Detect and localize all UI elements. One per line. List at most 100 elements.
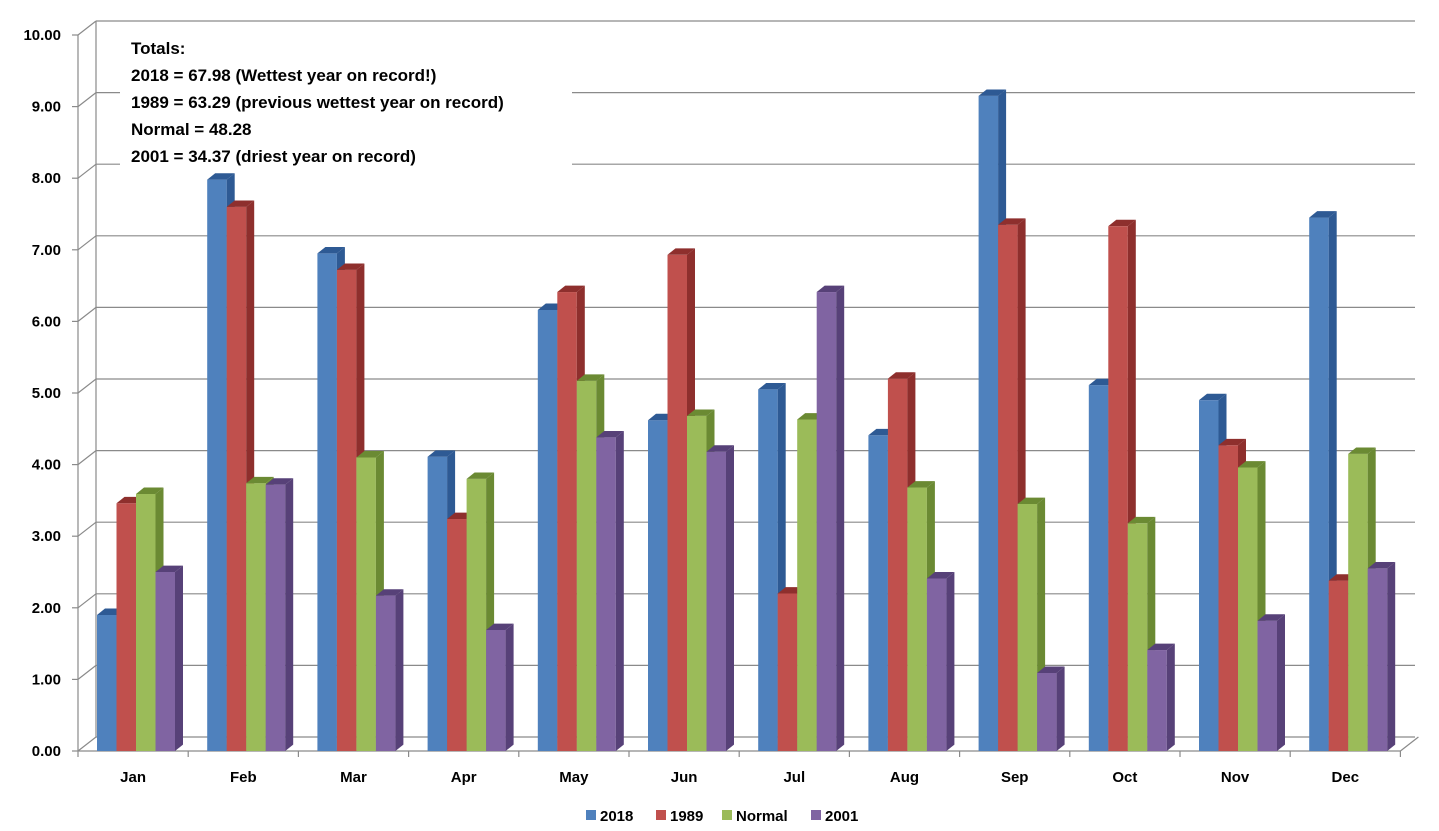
bar-top	[336, 263, 365, 270]
bar-top	[706, 445, 734, 452]
bar-top	[998, 218, 1026, 225]
bar-side	[1056, 666, 1065, 751]
bar-front	[777, 593, 798, 751]
legend-swatch-2001	[811, 810, 821, 820]
bar-top	[926, 572, 955, 579]
bar-side	[946, 572, 955, 751]
x-category-label: Jan	[120, 769, 146, 786]
legend-swatch-2018	[586, 810, 596, 820]
bar-front	[1238, 467, 1258, 751]
bar-front	[466, 478, 487, 751]
legend-label-2018: 2018	[600, 808, 633, 825]
bar-side	[505, 623, 514, 751]
bar-front	[1199, 400, 1219, 751]
bar-top	[576, 374, 605, 381]
bar-front	[1017, 503, 1038, 751]
bar-front	[317, 253, 337, 751]
legend-swatch-normal	[722, 810, 732, 820]
legend-swatch-1989	[656, 810, 666, 820]
bar-top	[687, 409, 715, 416]
bar-front	[1147, 650, 1167, 751]
gridline-side	[77, 378, 97, 394]
gridline-side	[77, 593, 97, 609]
y-tick-label: 0.00	[32, 743, 61, 760]
x-category-label: Jun	[671, 769, 698, 786]
bar-front	[667, 254, 687, 751]
bar-front	[1309, 217, 1329, 751]
bar-front	[136, 493, 156, 751]
bar-front	[375, 595, 396, 751]
gridline-side	[77, 306, 97, 322]
bar-front	[207, 179, 227, 751]
bar-top	[356, 451, 384, 458]
bar-front	[356, 457, 376, 751]
bar-top	[207, 173, 235, 180]
y-tick-labels: 0.00 1.00 2.00 3.00 4.00 5.00 6.00 7.00 8.00 9.00…	[23, 27, 61, 760]
bar-front	[1108, 226, 1128, 751]
bar-2001-apr	[486, 623, 514, 751]
legend-label-2001: 2001	[825, 808, 858, 825]
gridline-side	[77, 92, 97, 108]
x-category-label: May	[559, 769, 589, 786]
bars	[97, 89, 1396, 752]
bar-top	[317, 246, 345, 254]
bar-top	[557, 285, 585, 293]
grid-lines	[77, 20, 1415, 752]
bar-front	[265, 484, 286, 751]
axes	[72, 21, 1419, 757]
bar-2001-jun	[706, 445, 734, 751]
bar-front	[887, 378, 908, 751]
bar-top	[1309, 211, 1337, 218]
y-tick-label: 4.00	[32, 457, 61, 474]
annotation-line: 2018 = 67.98 (Wettest year on record!)	[131, 66, 436, 85]
annotation-line: 2001 = 34.37 (driest year on record)	[131, 147, 416, 166]
bar-front	[926, 578, 947, 751]
bar-top	[1147, 643, 1175, 651]
bar-top	[155, 565, 183, 572]
bar-top	[466, 472, 495, 479]
bar-front	[1328, 580, 1349, 751]
bar-top	[486, 623, 514, 630]
x-category-label: Mar	[340, 769, 367, 786]
y-tick-label: 9.00	[32, 99, 61, 116]
bar-top	[1127, 516, 1156, 524]
legend-label-normal: Normal	[736, 808, 788, 825]
bar-top	[1348, 447, 1376, 454]
bar-top	[1218, 438, 1246, 446]
bar-side	[175, 565, 183, 751]
bar-front	[648, 420, 668, 751]
bar-front	[706, 451, 726, 751]
gridline-side	[77, 235, 97, 251]
bar-front	[447, 519, 467, 751]
bar-top	[667, 248, 695, 255]
x-category-label: Feb	[230, 769, 257, 786]
bar-2001-dec	[1367, 562, 1396, 751]
bar-top	[1108, 219, 1136, 227]
bar-front	[998, 224, 1018, 752]
gridline-side	[77, 521, 97, 537]
y-tick-label: 10.00	[23, 27, 61, 44]
x-category-label: Apr	[451, 769, 477, 786]
bar-front	[1257, 620, 1277, 751]
bar-top	[1017, 497, 1046, 504]
bar-2001-mar	[375, 589, 404, 751]
bar-2001-sep	[1037, 666, 1065, 751]
bar-front	[116, 503, 136, 751]
bar-2001-nov	[1257, 614, 1285, 751]
x-category-label: Nov	[1221, 769, 1250, 786]
bar-front	[537, 309, 558, 751]
bar-top	[907, 481, 935, 488]
bar-2001-aug	[926, 572, 955, 751]
bar-side	[395, 589, 404, 751]
bar-2001-may	[596, 430, 624, 751]
bar-front	[1348, 453, 1368, 751]
bar-top	[887, 372, 916, 379]
bar-front	[576, 380, 597, 751]
bar-top	[978, 89, 1007, 96]
y-tick-label: 8.00	[32, 170, 61, 187]
bar-front	[1037, 672, 1057, 751]
bar-2001-oct	[1147, 643, 1175, 751]
bar-front	[687, 415, 707, 751]
annotation-line: 1989 = 63.29 (previous wettest year on r…	[131, 93, 504, 112]
